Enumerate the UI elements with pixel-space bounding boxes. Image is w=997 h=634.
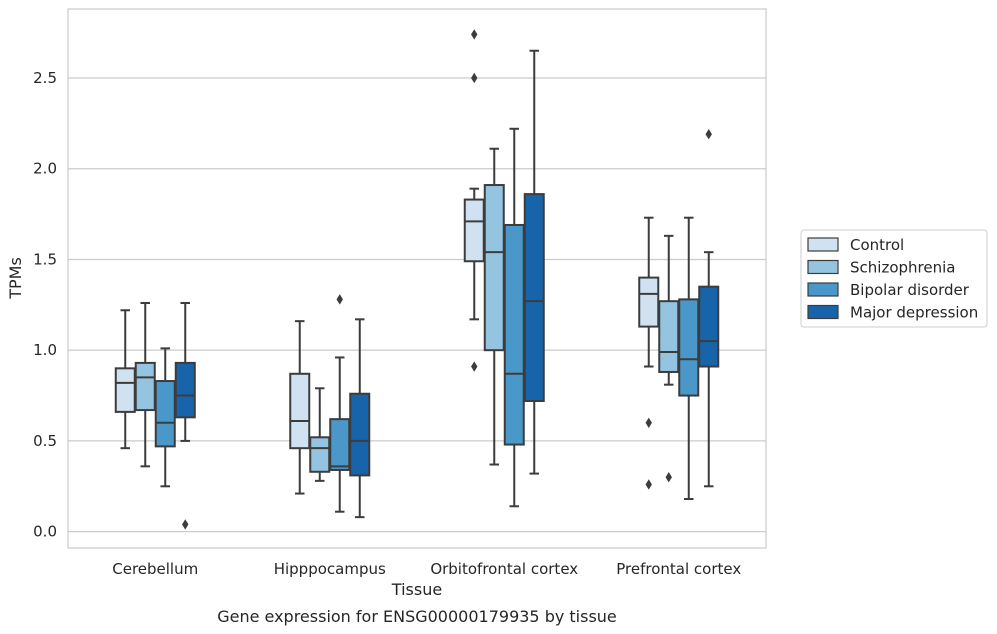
box: [638, 216, 660, 490]
legend-label: Major depression: [850, 304, 978, 322]
y-tick-label: 2.0: [33, 160, 57, 178]
outlier-point: [645, 417, 652, 428]
outlier-point: [645, 479, 652, 490]
x-tick-label: Cerebellum: [112, 560, 198, 578]
box-body: [658, 300, 680, 373]
box-body: [134, 361, 156, 412]
legend-frame: [800, 229, 988, 328]
outlier-point: [471, 29, 478, 40]
box-body: [289, 372, 311, 450]
legend-label: Control: [850, 236, 904, 254]
box-body: [349, 392, 371, 477]
box: [523, 49, 545, 475]
x-axis-label: Tissue: [391, 580, 442, 599]
box: [658, 234, 680, 483]
box-body: [638, 276, 660, 328]
series-bipolar-disorder: [154, 127, 700, 513]
box-body: [154, 380, 176, 448]
y-axis-label: TPMs: [6, 257, 25, 300]
legend-swatch: [807, 282, 839, 297]
x-tick-label: Prefrontal cortex: [616, 560, 741, 578]
box: [289, 320, 311, 495]
chart-caption: Gene expression for ENSG00000179935 by t…: [217, 607, 617, 626]
outlier-point: [705, 129, 712, 140]
box-body: [483, 184, 505, 352]
y-tick-label: 0.0: [33, 523, 57, 541]
x-tick-label: Orbitofrontal cortex: [430, 560, 578, 578]
box: [114, 309, 136, 450]
box-body: [523, 193, 545, 402]
y-tick-label: 1.0: [33, 341, 57, 359]
box: [349, 318, 371, 519]
box-body: [309, 436, 331, 473]
x-tick-labels: Cerebellum Hipppocampus Orbitofrontal cort…: [112, 560, 741, 578]
box-body: [503, 223, 525, 446]
y-tick-label: 0.5: [33, 432, 57, 450]
box: [154, 347, 176, 488]
box-body: [329, 418, 351, 471]
series-schizophrenia: [134, 147, 680, 483]
plot-frame: [67, 8, 767, 549]
outlier-point: [471, 361, 478, 372]
box: [174, 302, 196, 530]
box-body: [174, 361, 196, 419]
box: [309, 387, 331, 482]
box: [678, 216, 700, 500]
box-body: [698, 285, 720, 368]
outlier-point: [665, 472, 672, 483]
box-body: [678, 298, 700, 397]
legend-swatch: [807, 304, 839, 320]
outlier-point: [336, 294, 343, 305]
box: [134, 302, 156, 468]
outlier-point: [471, 72, 478, 84]
x-tick-label: Hipppocampus: [274, 560, 386, 578]
series-major-depression: [174, 49, 720, 530]
y-tick-label: 2.5: [33, 69, 57, 87]
box: [463, 29, 485, 372]
box-groups: [114, 29, 720, 530]
box: [503, 127, 525, 508]
legend-label: Schizophrenia: [850, 259, 955, 277]
legend-swatch: [807, 237, 839, 252]
outlier-point: [182, 519, 189, 530]
legend-label: Bipolar disorder: [850, 281, 970, 299]
legend-swatch: [807, 259, 839, 275]
box: [483, 147, 505, 466]
box-body: [114, 367, 136, 413]
y-tick-label: 1.5: [33, 250, 57, 268]
box-body: [463, 198, 485, 263]
box: [329, 294, 351, 513]
box: [698, 129, 720, 488]
series-control: [114, 29, 660, 495]
legend: Control Schizophrenia Bipolar disorder Majo…: [800, 229, 988, 328]
y-tick-labels: 0.0 0.5 1.0 1.5 2.0 2.5: [33, 69, 57, 541]
